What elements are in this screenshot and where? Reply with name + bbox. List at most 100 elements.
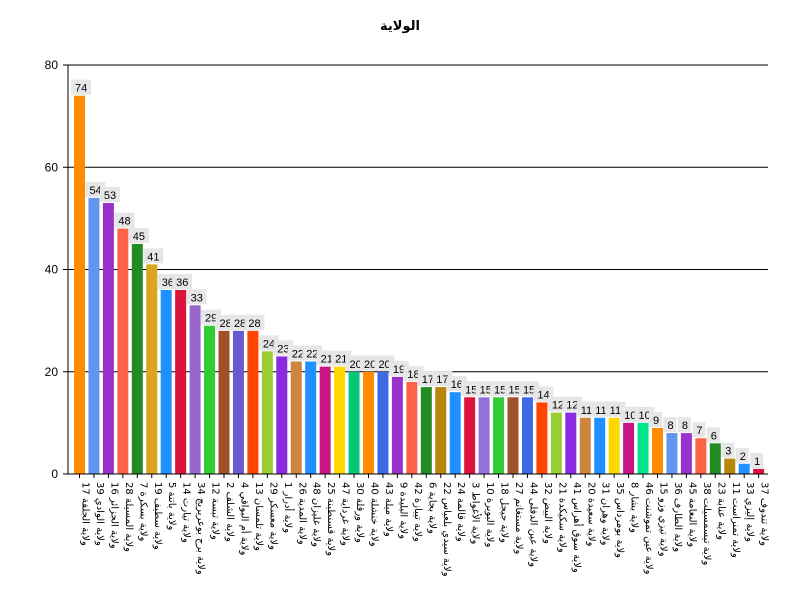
x-tick-label: 25 ولاية قسنطينة (325, 482, 336, 556)
data-label: 9 (653, 415, 659, 427)
data-label: 22 (306, 349, 318, 361)
bar (623, 422, 635, 474)
x-tick-label: 43 ولاية ميلة (383, 482, 394, 537)
data-label-background (143, 248, 164, 264)
bar (261, 351, 273, 474)
bar (74, 95, 85, 475)
x-tick-label: 47 ولاية غرداية (340, 482, 351, 546)
x-tick-label: 48 ولاية غليزان (311, 482, 322, 547)
data-label: 41 (147, 251, 159, 263)
bar (175, 289, 187, 474)
bar (276, 356, 288, 474)
bar (102, 203, 114, 474)
bar (146, 264, 158, 474)
data-label: 20 (364, 359, 376, 371)
bar (377, 371, 389, 474)
data-label-background (677, 417, 691, 433)
bar (232, 330, 244, 474)
data-label-background (721, 442, 735, 458)
data-label: 18 (407, 369, 419, 381)
x-tick-label: 14 ولاية تيارت (181, 482, 192, 543)
data-label: 36 (162, 277, 174, 289)
data-label: 19 (393, 364, 405, 376)
bar (493, 397, 505, 474)
x-tick-label: 37 ولاية تندوف (759, 482, 770, 546)
x-tick-label: 22 ولاية سيدي بلعباس (441, 482, 452, 577)
data-label: 21 (335, 354, 347, 366)
bar (550, 412, 562, 474)
data-label: 15 (523, 384, 535, 396)
bar (594, 417, 606, 474)
x-tick-label: 2 ولاية الشلف (224, 482, 235, 542)
bar (406, 381, 418, 474)
bar (507, 397, 519, 474)
data-label-background (172, 273, 193, 289)
data-label-background (114, 212, 135, 228)
data-label: 36 (176, 277, 188, 289)
bar (724, 458, 736, 474)
x-tick-label: 28 ولاية المسيلة (123, 482, 134, 552)
bar (680, 433, 692, 474)
bar (608, 417, 620, 474)
bar (334, 366, 346, 474)
y-tick-label: 60 (45, 160, 59, 174)
chart-title: الولاية (380, 19, 420, 34)
data-label: 6 (711, 430, 717, 442)
y-tick-label: 20 (45, 365, 59, 379)
x-tick-label: 23 ولاية عنابة (715, 482, 726, 540)
data-label: 10 (639, 410, 651, 422)
data-label-background (735, 447, 749, 463)
x-tick-label: 6 ولاية بجاية (426, 482, 437, 534)
x-tick-label: 15 ولاية تيزي وزو (658, 482, 669, 557)
x-tick-label: 9 ولاية البليدة (397, 482, 408, 539)
x-tick-label: 32 ولاية البيض (542, 482, 553, 544)
data-label: 16 (451, 379, 463, 391)
y-tick-label: 0 (51, 467, 58, 481)
bar (348, 371, 360, 474)
data-label: 45 (133, 231, 145, 243)
data-label-background (99, 187, 120, 203)
data-label: 22 (292, 349, 304, 361)
data-label: 7 (696, 425, 702, 437)
bar (420, 387, 432, 474)
data-label: 15 (494, 384, 506, 396)
x-tick-label: 36 ولاية الطارف (672, 482, 683, 552)
bar (363, 371, 374, 474)
data-label: 54 (89, 185, 101, 197)
bar (652, 427, 663, 474)
bar (521, 397, 533, 474)
bar (753, 468, 765, 474)
bar (247, 330, 259, 474)
x-tick-label: 10 ولاية البويرة (484, 482, 495, 547)
x-tick-label: 13 ولاية تلمسان (253, 482, 264, 551)
data-label: 74 (75, 83, 87, 95)
x-tick-label: 11 ولاية تمنراست (730, 482, 741, 558)
x-tick-label: 5 ولاية باتنة (166, 482, 177, 531)
data-label-background (750, 452, 764, 468)
data-label: 15 (509, 384, 521, 396)
data-label: 17 (422, 374, 434, 386)
bar (536, 402, 548, 474)
x-tick-label: 12 ولاية تبسة (210, 482, 221, 540)
y-tick-label: 40 (45, 263, 59, 277)
bar (695, 438, 707, 474)
x-tick-label: 39 ولاية الوادي (94, 482, 105, 546)
data-label-background (706, 427, 720, 443)
x-tick-label: 44 ولاية عين الدفلى (527, 482, 538, 567)
bar (666, 433, 678, 474)
bar (435, 387, 447, 474)
x-tick-label: 26 ولاية المدية (296, 482, 307, 545)
y-tick-label: 80 (45, 58, 59, 72)
x-tick-label: 30 ولاية ورقلة (354, 482, 365, 543)
bars (74, 95, 765, 475)
bar (88, 197, 100, 475)
data-label: 12 (552, 400, 564, 412)
bar (478, 397, 490, 474)
x-tick-label: 1 ولاية أدرار (282, 482, 295, 533)
bar (131, 243, 143, 474)
bar (449, 392, 461, 474)
x-tick-label: 21 ولاية سكيكدة (556, 482, 567, 553)
data-label: 14 (537, 389, 549, 401)
x-tick-label: 29 ولاية معسكر (267, 482, 278, 550)
